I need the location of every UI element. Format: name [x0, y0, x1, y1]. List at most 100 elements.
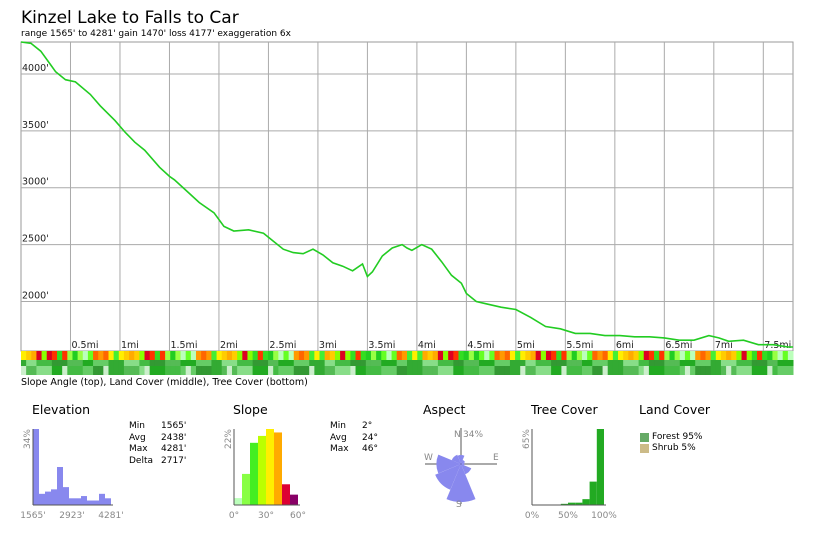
land-cover-strip-cell [278, 360, 284, 366]
land-cover-strip-cell [705, 360, 712, 366]
tree-cover-strip-cell [103, 366, 109, 375]
x-tick-label: 6.5mi [665, 340, 692, 351]
tree-cover-strip-cell [345, 366, 351, 375]
land-cover-strip-cell [237, 360, 243, 366]
tree-cover-strip-cell [67, 366, 73, 375]
tree-cover-strip-cell [278, 366, 284, 375]
slope-strip-cell [525, 351, 532, 360]
elevation-panel-title: Elevation [32, 402, 91, 417]
land-cover-strip-cell [216, 360, 223, 366]
histogram-bar [589, 481, 597, 505]
land-cover-strip-cell [355, 360, 362, 366]
slope-strip-cell [175, 351, 182, 360]
slope-strip-cell [762, 351, 768, 360]
tree-cover-strip-cell [386, 366, 393, 375]
tree-cover-strip-cell [247, 366, 254, 375]
slope-strip-cell [731, 351, 737, 360]
legend-label: Shrub 5% [652, 443, 696, 453]
stat-value: 2° [362, 421, 373, 431]
slope-strip-cell [690, 351, 696, 360]
aspect-compass-label: N [454, 430, 461, 440]
tree-cover-strip-cell [396, 366, 403, 375]
tree-cover-strip-cell [710, 366, 717, 375]
tree-cover-strip-cell [334, 366, 341, 375]
slope-strip-cell [381, 351, 387, 360]
aspect-max-label: 34% [463, 430, 483, 440]
slope-strip-cell [751, 351, 758, 360]
tree-cover-strip-cell [556, 366, 562, 375]
slope-strip-cell [165, 351, 171, 360]
x-tick-label: 4.5mi [467, 340, 494, 351]
tree-cover-strip-cell [237, 366, 243, 375]
tree-cover-strip-cell [762, 366, 768, 375]
slope-strip-cell [695, 351, 701, 360]
land-cover-strip-cell [396, 360, 403, 366]
slope-strip-cell [463, 351, 470, 360]
tree-cover-strip-cell [515, 366, 521, 375]
tree-cover-strip-cell [226, 366, 233, 375]
tree-cover-strip-cell [319, 366, 326, 375]
land-cover-strip-cell [298, 360, 305, 366]
tree-cover-strip-cell [360, 366, 367, 375]
land-cover-strip-cell [772, 360, 779, 366]
tree-cover-strip-cell [216, 366, 223, 375]
land-cover-strip-cell [726, 360, 732, 366]
slope-strip-cell [283, 351, 290, 360]
land-cover-strip-cell [57, 360, 63, 366]
tree-cover-strip-cell [118, 366, 125, 375]
slope-strip-cell [21, 351, 27, 360]
tree-cover-strip-cell [190, 366, 197, 375]
slope-strip-cell [484, 351, 490, 360]
tree-cover-strip-cell [401, 366, 408, 375]
histogram-bar [560, 503, 568, 505]
tree-cover-strip-cell [288, 366, 295, 375]
tree-cover-strip-cell [576, 366, 583, 375]
land-cover-strip-cell [581, 360, 588, 366]
land-cover-strip-cell [576, 360, 583, 366]
stat-value: 46° [362, 444, 378, 454]
tree-cover-strip-cell [113, 366, 120, 375]
land-cover-strip-cell [566, 360, 573, 366]
slope-stats: Min 2° Avg 24° Max 46° [330, 421, 378, 456]
tree-cover-strip-cell [525, 366, 532, 375]
histogram-bar [274, 432, 282, 505]
stat-label: Delta [129, 455, 154, 466]
tree-cover-strip-cell [731, 366, 737, 375]
land-cover-strip-cell [612, 360, 619, 366]
slope-strip-cell [654, 351, 660, 360]
tree-cover-strip-cell [443, 366, 449, 375]
land-cover-strip-cell [597, 360, 604, 366]
tree-cover-strip-cell [175, 366, 182, 375]
stat-row: Max 4281' [129, 444, 186, 456]
aspect-wedge [435, 464, 461, 490]
x-tick-label: 5.5mi [566, 340, 593, 351]
tree-cover-strip-cell [206, 366, 212, 375]
land-cover-strip-cell [350, 360, 357, 366]
tree-cover-strip-cell [232, 366, 238, 375]
land-cover-strip-cell [643, 360, 650, 366]
land-cover-strip-cell [93, 360, 99, 366]
slope-strip-cell [551, 351, 557, 360]
histogram-bar [290, 494, 298, 505]
land-cover-strip-cell [695, 360, 701, 366]
slope-strip-cell [108, 351, 115, 360]
land-cover-strip-cell [535, 360, 542, 366]
slope-strip-cell [638, 351, 645, 360]
slope-strip-cell [221, 351, 228, 360]
slope-strip-cell [782, 351, 789, 360]
x-tick-label: 1mi [121, 340, 139, 351]
aspect-compass-label: E [493, 453, 499, 463]
tree-cover-strip-cell [551, 366, 557, 375]
land-cover-strip-cell [453, 360, 459, 366]
tree-cover-strip-cell [679, 366, 686, 375]
land-cover-strip-cell [443, 360, 449, 366]
land-cover-strip-cell [391, 360, 398, 366]
histogram-x-label: 60° [290, 511, 306, 521]
land-cover-strip-cell [407, 360, 413, 366]
slope-strip-cell [720, 351, 727, 360]
land-cover-strip-cell [324, 360, 331, 366]
y-tick-label: 2500' [22, 234, 49, 245]
land-cover-strip-cell [509, 360, 516, 366]
histogram-x-label: 30° [258, 511, 274, 521]
land-cover-strip-cell [309, 360, 315, 366]
